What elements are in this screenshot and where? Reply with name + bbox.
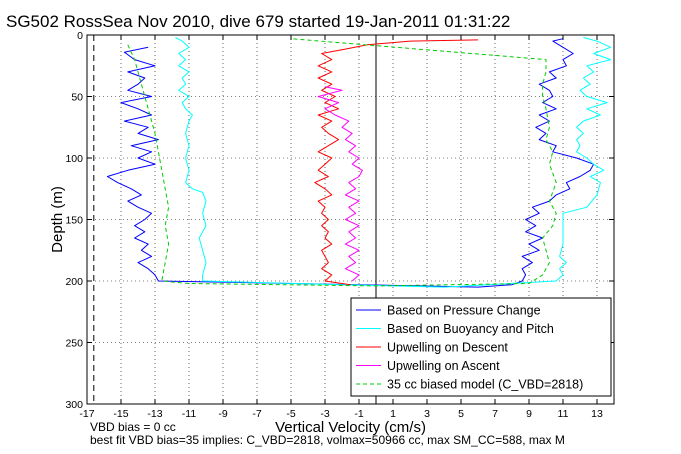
x-tick-label: 13 [591,408,603,420]
y-tick-label: 300 [65,399,83,411]
y-tick-label: 0 [77,30,83,42]
y-tick-label: 50 [71,92,83,104]
series-line-2 [175,37,612,288]
x-tick-label: -9 [218,408,227,420]
x-tick-label: -15 [113,408,128,420]
reference-lines [93,35,377,404]
legend-entry: Upwelling on Descent [387,341,508,355]
series-line-5 [127,38,557,287]
y-axis-label: Depth (m) [49,186,66,253]
series-line-3 [314,39,479,286]
x-tick-label: -13 [147,408,162,420]
x-tick-label: 11 [558,408,569,420]
legend-entry: 35 cc biased model (C_VBD=2818) [387,378,583,392]
x-tick-label: -3 [320,408,329,420]
legend: Based on Pressure Change Based on Buoyanc… [350,297,612,397]
x-tick-label: -17 [79,408,94,420]
x-axis-label: Vertical Velocity (cm/s) [275,419,426,436]
data-series [106,37,612,288]
legend-box [350,297,612,397]
series-line-4 [317,86,363,282]
y-tick-label: 200 [65,276,83,288]
x-tick-label: 5 [458,408,464,420]
series-line-1 [106,38,595,288]
axis-ticks: -17 -15 -13 -11 -9 -7 -5 -3 -1 1 3 5 7 9 11 13050100150… [65,30,614,420]
x-tick-label: 1 [390,408,396,420]
y-tick-label: 150 [65,215,83,227]
best-fit-note: best fit VBD bias=35 implies: C_VBD=2818… [90,433,565,447]
vbd-bias-note: VBD bias = 0 cc [90,420,176,434]
legend-entry: Upwelling on Ascent [387,359,500,373]
chart-title: SG502 RossSea Nov 2010, dive 679 started… [6,12,510,31]
legend-entry: Based on Pressure Change [387,304,541,318]
x-tick-label: 3 [424,408,430,420]
x-tick-label: -1 [354,408,363,420]
x-tick-label: -5 [286,408,295,420]
x-tick-label: 9 [526,408,532,420]
legend-entry: Based on Buoyancy and Pitch [387,322,554,336]
y-tick-label: 100 [65,153,83,165]
x-tick-label: 7 [492,408,498,420]
x-tick-label: -11 [182,408,197,420]
y-tick-label: 250 [65,338,83,350]
x-tick-label: -7 [252,408,261,420]
